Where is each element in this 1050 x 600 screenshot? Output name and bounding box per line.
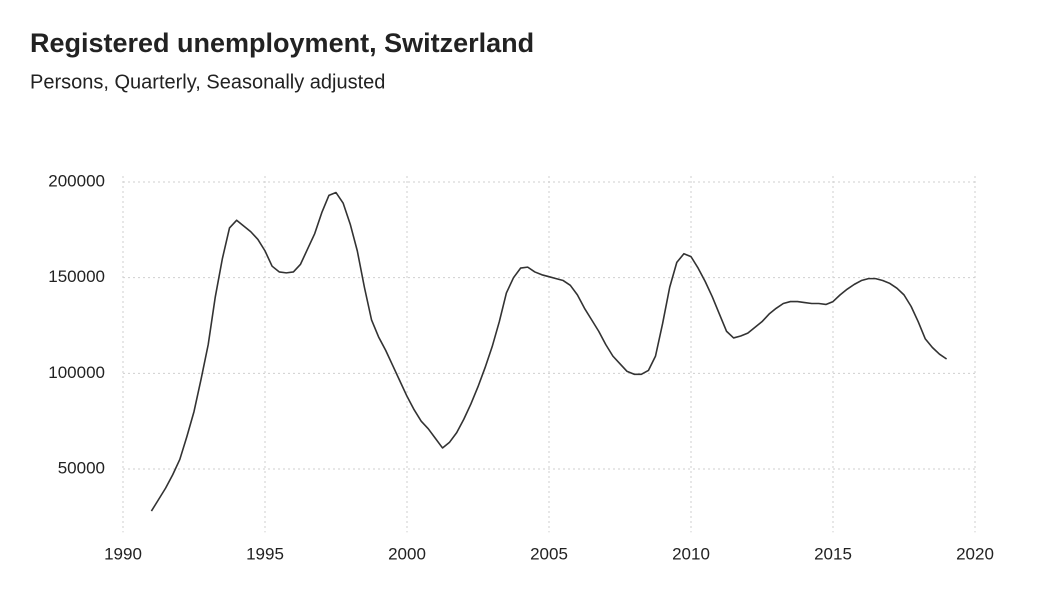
x-tick-label: 2005 <box>530 544 568 563</box>
x-tick-label: 2020 <box>956 544 994 563</box>
y-tick-label: 50000 <box>58 458 105 477</box>
x-tick-label: 2000 <box>388 544 426 563</box>
y-tick-label: 100000 <box>48 363 105 382</box>
x-tick-label: 1995 <box>246 544 284 563</box>
chart-title: Registered unemployment, Switzerland <box>30 28 534 58</box>
x-tick-label: 2015 <box>814 544 852 563</box>
x-tick-label: 2010 <box>672 544 710 563</box>
data-line <box>150 191 948 512</box>
chart-subtitle: Persons, Quarterly, Seasonally adjusted <box>30 71 385 93</box>
y-tick-label: 200000 <box>48 171 105 190</box>
y-tick-label: 150000 <box>48 267 105 286</box>
x-tick-label: 1990 <box>104 544 142 563</box>
